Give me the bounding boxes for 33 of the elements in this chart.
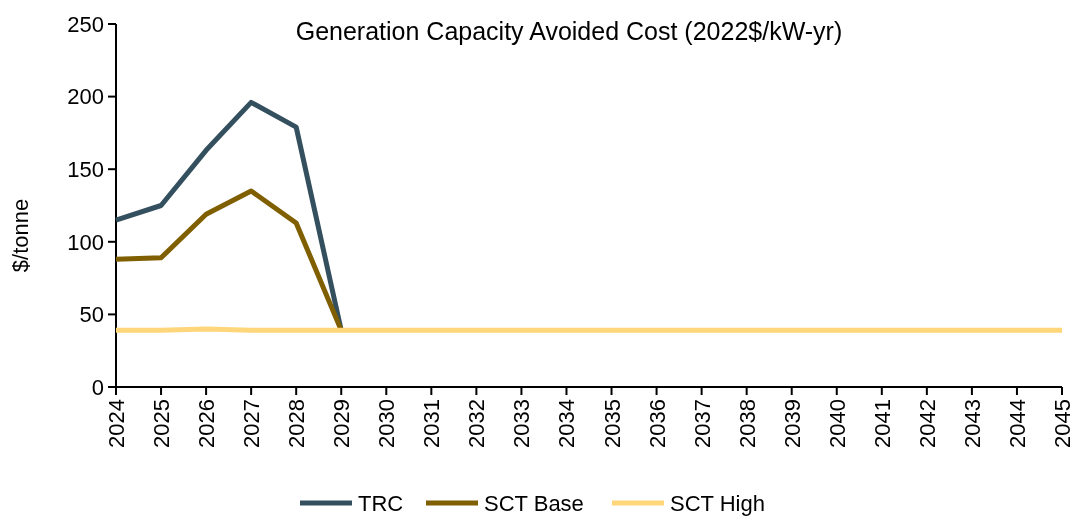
y-axis-title: $/tonne — [8, 198, 33, 273]
x-tick-label: 2044 — [1004, 399, 1030, 448]
x-tick-label: 2036 — [644, 399, 670, 448]
x-tick-label: 2026 — [194, 399, 220, 448]
y-tick-label: 0 — [91, 374, 104, 400]
y-tick-label: 150 — [67, 156, 104, 182]
x-tick-label: 2042 — [914, 399, 940, 448]
x-tick-label: 2041 — [869, 399, 895, 448]
x-tick-label: 2045 — [1050, 399, 1075, 448]
x-tick-label: 2031 — [419, 399, 445, 448]
x-tick-label: 2037 — [689, 399, 715, 448]
chart-title: Generation Capacity Avoided Cost (2022$/kW-yr) — [295, 17, 843, 45]
x-tick-label: 2029 — [329, 399, 355, 448]
x-tick-label: 2038 — [734, 399, 760, 448]
legend-label: SCT High — [670, 490, 765, 516]
legend-label: SCT Base — [484, 490, 584, 516]
y-tick-label: 250 — [67, 11, 104, 37]
x-tick-label: 2025 — [149, 399, 175, 448]
x-tick-label: 2033 — [509, 399, 535, 448]
x-tick-label: 2032 — [464, 399, 490, 448]
y-tick-label: 50 — [79, 302, 104, 328]
x-tick-label: 2039 — [779, 399, 805, 448]
x-tick-label: 2043 — [959, 399, 985, 448]
x-tick-label: 2040 — [824, 399, 850, 448]
x-tick-label: 2028 — [284, 399, 310, 448]
legend-label: TRC — [358, 490, 404, 516]
x-tick-label: 2030 — [374, 399, 400, 448]
y-tick-label: 200 — [67, 84, 104, 110]
x-tick-label: 2035 — [599, 399, 625, 448]
x-tick-label: 2027 — [239, 399, 265, 448]
y-tick-label: 100 — [67, 229, 104, 255]
x-tick-label: 2034 — [554, 399, 580, 448]
x-tick-label: 2024 — [104, 399, 129, 448]
